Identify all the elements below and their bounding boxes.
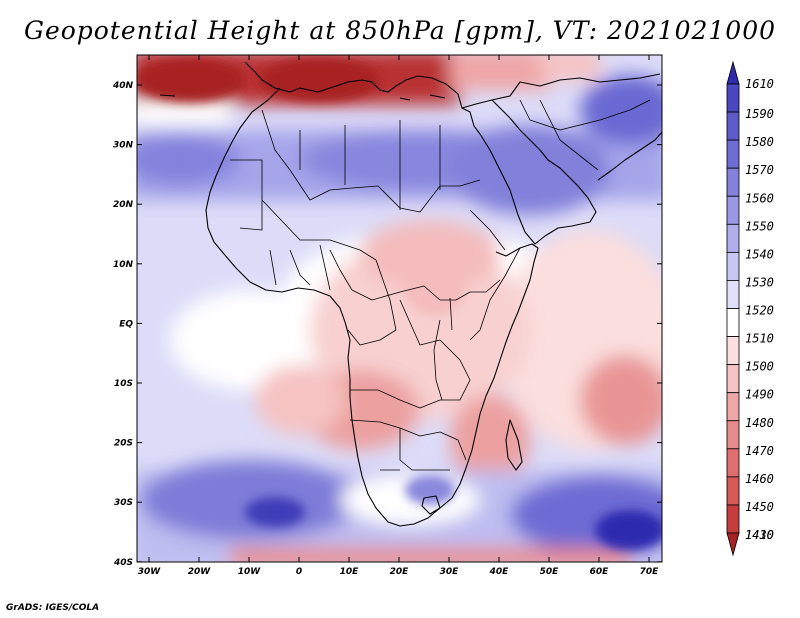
colorbar-label: 1570 — [745, 163, 774, 177]
colorbar-swatch — [726, 420, 740, 450]
lon-tick-label: 10E — [340, 567, 360, 577]
colorbar-label: 1610 — [745, 77, 774, 91]
colorbar-label: 1550 — [745, 219, 774, 233]
colorbar-swatch — [726, 111, 740, 141]
lat-tick-label: 30N — [113, 141, 134, 151]
colorbar-swatch — [726, 139, 740, 169]
colorbar-label: 1510 — [745, 332, 774, 346]
lon-tick-label: 20E — [390, 567, 410, 577]
lon-tick-label: 50E — [540, 567, 560, 577]
lat-tick-label: 40N — [112, 81, 134, 91]
colorbar-swatch — [726, 195, 740, 225]
colorbar-label: 1490 — [745, 388, 774, 402]
lat-tick-label: 20N — [113, 200, 134, 210]
lat-tick-label: EQ — [119, 319, 133, 329]
lon-tick-label: 40E — [489, 567, 510, 577]
colorbar-swatch — [726, 448, 740, 478]
lon-tick-label: 0 — [296, 567, 302, 577]
colorbar: 1610 1590 1580 1570 1560 1550 1540 1530 1520 1510… — [726, 60, 774, 557]
colorbar-swatch — [726, 364, 740, 394]
colorbar-label: 1520 — [745, 304, 774, 318]
lat-tick-label: 10N — [113, 260, 134, 270]
lon-tick-label: 30W — [138, 567, 162, 577]
colorbar-swatch — [726, 251, 740, 281]
map-title: Geopotential Height at 850hPa [gpm], VT:… — [23, 16, 777, 45]
lon-tick-label: 60E — [590, 567, 610, 577]
colorbar-swatch — [726, 83, 740, 113]
colorbar-label: 1530 — [745, 275, 774, 289]
height-field — [137, 55, 662, 562]
colorbar-label: 1560 — [745, 191, 774, 205]
colorbar-swatch — [726, 280, 740, 309]
latitude-axis: 40N 30N 20N 10N EQ 10S 20S 30S 40S — [112, 81, 662, 568]
lat-tick-label: 30S — [114, 498, 133, 508]
longitude-axis: 30W 20W 10W 0 10E 20E 30E 40E 50E 60E 70E — [138, 55, 659, 577]
colorbar-label: 1480 — [745, 416, 774, 430]
colorbar-label: 1450 — [745, 500, 774, 514]
colorbar-swatch — [726, 223, 740, 253]
colorbar-label: 1470 — [745, 444, 774, 458]
colorbar-label: 1540 — [745, 247, 774, 261]
colorbar-label: 1410 — [745, 528, 774, 542]
lat-tick-label: 40S — [113, 558, 133, 568]
colorbar-swatch — [726, 336, 740, 366]
colorbar-swatch — [726, 476, 740, 506]
colorbar-swatch — [726, 60, 740, 85]
borders — [230, 99, 651, 471]
lon-tick-label: 20W — [188, 567, 212, 577]
lat-tick-label: 20S — [114, 439, 133, 449]
lon-tick-label: 30E — [440, 567, 460, 577]
colorbar-label: 1500 — [745, 360, 774, 374]
colorbar-label: 1580 — [745, 135, 774, 149]
coastlines — [159, 61, 662, 527]
colorbar-swatch — [726, 532, 740, 557]
lat-tick-label: 10S — [114, 379, 133, 389]
colorbar-swatch — [726, 392, 740, 422]
footer-credit: GrADS: IGES/COLA — [6, 603, 100, 613]
colorbar-label: 1430 — [745, 528, 774, 542]
colorbar-label: 1460 — [745, 472, 774, 486]
colorbar-swatch — [726, 167, 740, 197]
colorbar-label: 1590 — [745, 107, 774, 121]
colorbar-swatch — [726, 504, 740, 534]
colorbar-swatch — [726, 308, 740, 337]
lon-tick-label: 10W — [238, 567, 262, 577]
lon-tick-label: 70E — [640, 567, 660, 577]
